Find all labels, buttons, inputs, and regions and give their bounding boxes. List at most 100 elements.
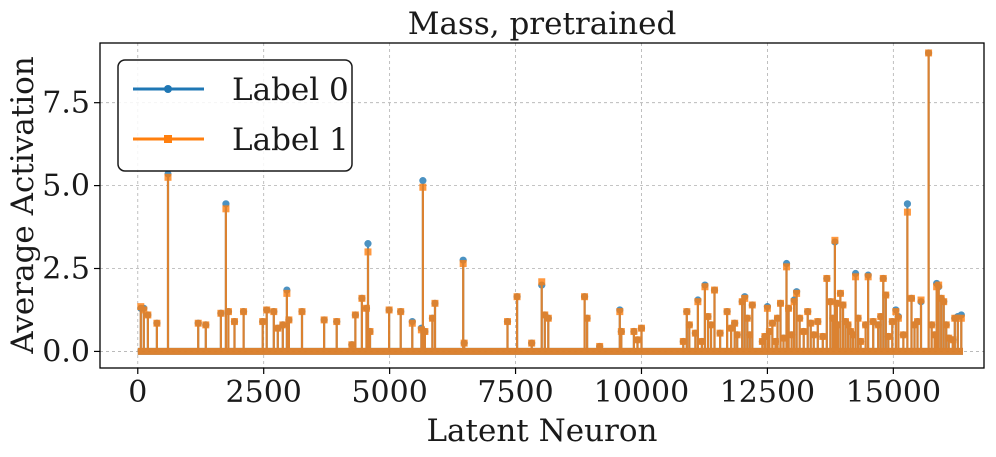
data-point <box>857 337 865 345</box>
data-point <box>761 332 769 340</box>
data-point <box>888 318 896 326</box>
data-point <box>931 331 939 339</box>
data-point <box>358 294 366 302</box>
data-point <box>538 278 546 286</box>
data-point <box>834 321 842 329</box>
data-point <box>513 293 521 301</box>
data-point <box>421 328 429 336</box>
x-tick-label: 12500 <box>720 375 815 410</box>
x-tick-label: 10000 <box>594 375 689 410</box>
data-point <box>274 324 282 332</box>
data-point <box>685 321 693 329</box>
data-point <box>698 337 706 345</box>
x-tick-label: 7500 <box>477 375 553 410</box>
data-point <box>903 208 911 216</box>
legend-label-0: Label 0 <box>232 72 349 108</box>
data-point <box>746 331 754 339</box>
data-point <box>320 316 328 324</box>
data-point <box>849 331 857 339</box>
series-label-1 <box>137 49 965 355</box>
data-point <box>364 240 372 248</box>
data-point <box>765 328 773 336</box>
data-point <box>691 329 699 337</box>
y-axis-label: Average Activation <box>5 56 41 354</box>
data-point <box>528 339 536 347</box>
data-point <box>617 328 625 336</box>
data-point <box>711 286 719 294</box>
data-point <box>419 177 427 185</box>
data-point <box>428 314 436 322</box>
chart-title: Mass, pretrained <box>408 6 677 42</box>
data-point <box>633 336 641 344</box>
data-point <box>596 342 604 350</box>
data-point <box>894 314 902 322</box>
data-point <box>957 314 965 322</box>
data-point <box>788 331 796 339</box>
data-point <box>925 49 933 57</box>
data-point <box>796 314 804 322</box>
data-point <box>259 318 267 326</box>
data-point <box>544 314 552 322</box>
data-point <box>202 321 210 329</box>
data-point <box>823 274 831 282</box>
ticks: 0 2500 5000 7500 10000 12500 15000 0.0 2.5 5.0 7.5 <box>42 86 941 410</box>
data-point <box>459 260 467 268</box>
data-point <box>460 339 468 347</box>
data-point <box>153 319 161 327</box>
data-point <box>164 173 172 181</box>
data-point <box>270 308 278 316</box>
data-point <box>942 321 950 329</box>
data-point <box>879 274 887 282</box>
data-point <box>804 308 812 316</box>
data-point <box>768 319 776 327</box>
data-point <box>541 311 549 319</box>
data-point <box>928 321 936 329</box>
data-point <box>217 309 225 317</box>
data-point <box>397 308 405 316</box>
data-point <box>679 337 687 345</box>
data-point <box>683 308 691 316</box>
data-point <box>935 281 943 289</box>
data-point <box>783 263 791 271</box>
data-point <box>831 236 839 244</box>
data-point <box>731 319 739 327</box>
data-point <box>899 331 907 339</box>
data-point <box>954 314 962 322</box>
data-point <box>864 273 872 281</box>
x-tick-label: 15000 <box>846 375 941 410</box>
data-point <box>140 306 148 314</box>
legend-marker-label-0 <box>164 85 172 93</box>
legend-marker-label-1 <box>164 135 172 143</box>
data-point <box>814 318 822 326</box>
data-point <box>874 321 882 329</box>
data-point <box>741 294 749 302</box>
x-axis-label: Latent Neuron <box>426 413 657 449</box>
data-point <box>914 318 922 326</box>
data-point <box>829 314 837 322</box>
data-point <box>385 306 393 314</box>
data-point <box>790 298 798 306</box>
data-point <box>351 311 359 319</box>
data-point <box>616 308 624 316</box>
data-point <box>503 318 511 326</box>
data-point <box>723 308 731 316</box>
data-point <box>748 301 756 309</box>
data-point <box>408 319 416 327</box>
data-point <box>716 329 724 337</box>
data-point <box>780 334 788 342</box>
data-point <box>419 183 427 191</box>
data-point <box>907 294 915 302</box>
data-point <box>800 328 808 336</box>
data-point <box>854 314 862 322</box>
data-point <box>833 299 841 307</box>
y-tick-label: 0.0 <box>42 334 90 369</box>
data-point <box>771 337 779 345</box>
data-point <box>826 298 834 306</box>
data-point <box>144 311 152 319</box>
data-point <box>877 313 885 321</box>
plot-frame <box>99 42 985 369</box>
data-point <box>263 306 271 314</box>
data-point <box>844 321 852 329</box>
data-point <box>279 321 287 329</box>
